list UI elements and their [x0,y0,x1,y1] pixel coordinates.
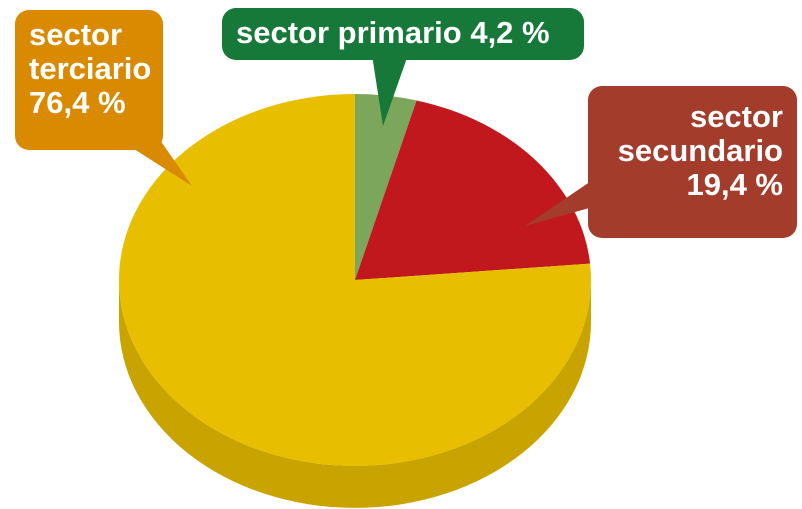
callout-pointer [525,175,600,226]
callout-pointer [120,140,192,186]
callout: sector secundario 19,4 % [588,86,797,238]
value-label: 19,4 % [686,167,783,202]
category-label: sector terciario [29,17,152,86]
slice [119,94,591,466]
callout: sector terciario 76,4 % [15,10,163,150]
callout: sector primario 4,2 % [222,8,584,60]
category-label: sector secundario [617,99,783,168]
value-label: 76,4 % [29,85,126,120]
category-label: sector primario [236,15,462,50]
slice [355,100,591,280]
callout-pointer [372,55,408,126]
slice [355,94,417,280]
value-label: 4,2 % [470,15,550,50]
slice-side [119,280,591,508]
